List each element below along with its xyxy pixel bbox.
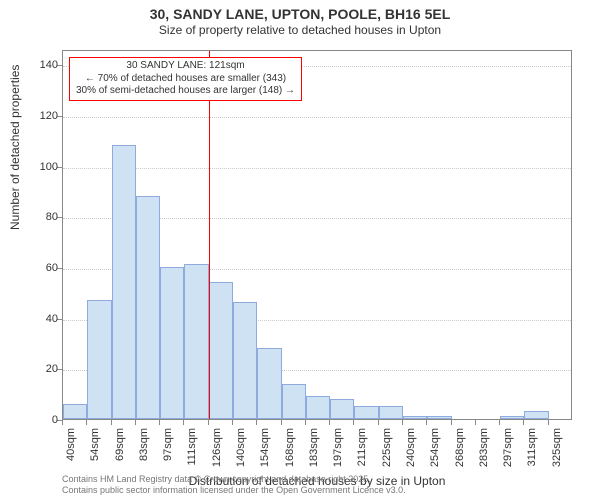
x-tick-mark xyxy=(62,420,63,425)
histogram-bar xyxy=(257,348,281,419)
annotation-line: 30% of semi-detached houses are larger (… xyxy=(76,85,295,98)
y-tick-label: 120 xyxy=(40,110,58,122)
histogram-bar xyxy=(500,416,524,419)
x-tick-label: 325sqm xyxy=(551,428,563,467)
x-tick-label: 297sqm xyxy=(502,428,514,467)
x-tick-label: 225sqm xyxy=(381,428,393,467)
annotation-line: ← 70% of detached houses are smaller (34… xyxy=(76,73,295,86)
x-tick-mark xyxy=(523,420,524,425)
x-tick-mark xyxy=(499,420,500,425)
x-tick-mark xyxy=(378,420,379,425)
x-tick-label: 126sqm xyxy=(211,428,223,467)
histogram-bar xyxy=(209,282,233,419)
x-tick-mark xyxy=(402,420,403,425)
chart-subtitle: Size of property relative to detached ho… xyxy=(0,23,600,41)
attribution-line: Contains public sector information licen… xyxy=(62,485,406,496)
x-tick-mark xyxy=(475,420,476,425)
plot-area: 30 SANDY LANE: 121sqm← 70% of detached h… xyxy=(62,50,572,420)
x-tick-mark xyxy=(135,420,136,425)
y-tick-label: 80 xyxy=(46,211,58,223)
y-tick-label: 60 xyxy=(46,262,58,274)
x-tick-mark xyxy=(451,420,452,425)
x-tick-label: 311sqm xyxy=(526,428,538,466)
x-tick-label: 97sqm xyxy=(162,428,174,461)
x-tick-mark xyxy=(329,420,330,425)
histogram-bar xyxy=(427,416,451,419)
y-tick-label: 100 xyxy=(40,161,58,173)
attribution-text: Contains HM Land Registry data © Crown c… xyxy=(62,474,406,496)
histogram-bar xyxy=(160,267,184,419)
x-tick-mark xyxy=(281,420,282,425)
x-tick-label: 268sqm xyxy=(454,428,466,467)
x-tick-label: 254sqm xyxy=(429,428,441,467)
histogram-bar xyxy=(330,399,354,419)
histogram-bar xyxy=(184,264,208,419)
histogram-bar xyxy=(87,300,111,419)
x-tick-mark xyxy=(232,420,233,425)
x-tick-label: 154sqm xyxy=(259,428,271,467)
annotation-box: 30 SANDY LANE: 121sqm← 70% of detached h… xyxy=(69,57,302,101)
x-tick-label: 183sqm xyxy=(308,428,320,467)
x-tick-label: 83sqm xyxy=(138,428,150,461)
x-tick-mark xyxy=(353,420,354,425)
y-tick-label: 40 xyxy=(46,313,58,325)
histogram-bar xyxy=(233,302,257,419)
x-tick-label: 168sqm xyxy=(284,428,296,467)
x-tick-mark xyxy=(159,420,160,425)
reference-line xyxy=(209,51,210,419)
histogram-bar xyxy=(282,384,306,419)
histogram-bar xyxy=(112,145,136,419)
y-tick-label: 20 xyxy=(46,363,58,375)
x-tick-label: 40sqm xyxy=(65,428,77,461)
histogram-bar xyxy=(63,404,87,419)
histogram-bar xyxy=(379,406,403,419)
x-tick-label: 240sqm xyxy=(405,428,417,467)
chart-title: 30, SANDY LANE, UPTON, POOLE, BH16 5EL xyxy=(0,0,600,23)
x-tick-label: 140sqm xyxy=(235,428,247,467)
x-tick-mark xyxy=(86,420,87,425)
x-tick-mark xyxy=(183,420,184,425)
y-axis-label: Number of detached properties xyxy=(8,65,22,230)
x-tick-label: 54sqm xyxy=(89,428,101,461)
gridline xyxy=(63,117,571,118)
x-tick-mark xyxy=(305,420,306,425)
x-tick-mark xyxy=(256,420,257,425)
x-tick-label: 211sqm xyxy=(356,428,368,466)
x-tick-mark xyxy=(208,420,209,425)
x-tick-label: 69sqm xyxy=(114,428,126,461)
x-tick-mark xyxy=(548,420,549,425)
histogram-bar xyxy=(524,411,548,419)
x-tick-label: 283sqm xyxy=(478,428,490,467)
x-tick-mark xyxy=(426,420,427,425)
histogram-bar xyxy=(136,196,160,419)
attribution-line: Contains HM Land Registry data © Crown c… xyxy=(62,474,406,485)
annotation-line: 30 SANDY LANE: 121sqm xyxy=(76,60,295,73)
y-tick-label: 140 xyxy=(40,59,58,71)
histogram-bar xyxy=(306,396,330,419)
histogram-bar xyxy=(403,416,427,419)
gridline xyxy=(63,168,571,169)
x-tick-label: 197sqm xyxy=(332,428,344,467)
x-tick-mark xyxy=(111,420,112,425)
histogram-bar xyxy=(354,406,378,419)
plot-wrapper: 30 SANDY LANE: 121sqm← 70% of detached h… xyxy=(62,50,572,420)
y-tick-label: 0 xyxy=(52,414,58,426)
x-tick-label: 111sqm xyxy=(186,428,198,466)
